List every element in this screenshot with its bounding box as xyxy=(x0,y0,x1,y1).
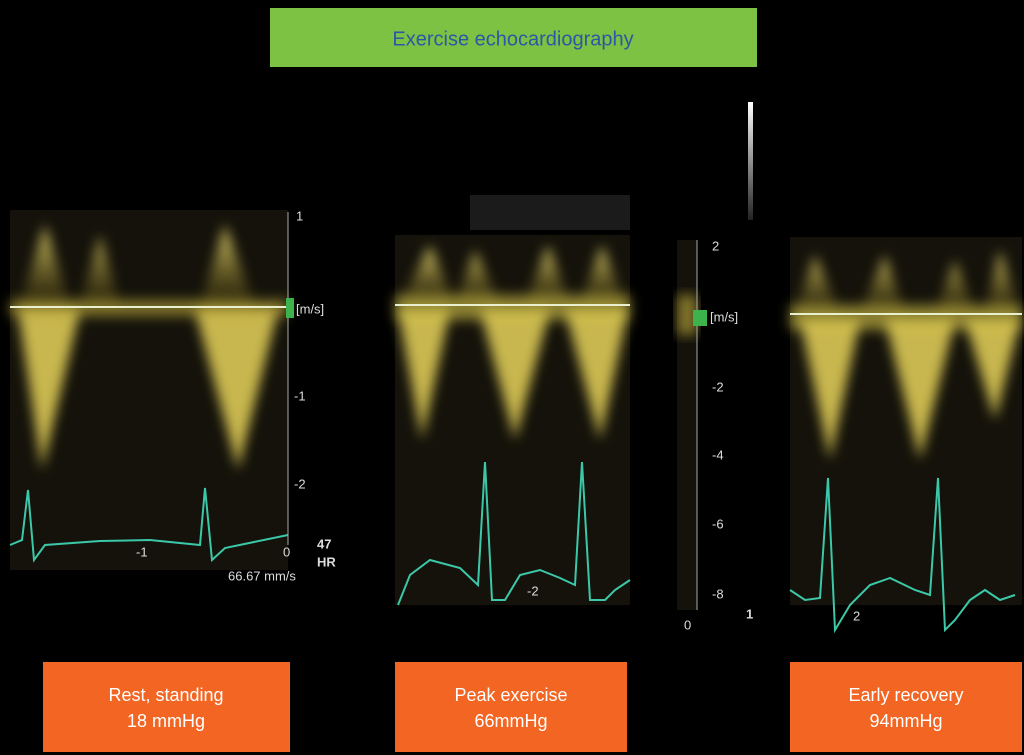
scale-label: 0 xyxy=(283,544,290,559)
scale-label: -4 xyxy=(712,447,724,462)
caption-box xyxy=(790,662,1022,752)
zero-label: 0 xyxy=(684,617,691,632)
gray-bar xyxy=(748,102,753,220)
caption-line: 66mmHg xyxy=(474,711,547,731)
scale-label: -2 xyxy=(294,476,306,491)
scale-label: 2 xyxy=(712,238,719,253)
caption-box xyxy=(43,662,290,752)
caption-line: Early recovery xyxy=(848,685,963,705)
scale-label: -8 xyxy=(712,586,724,601)
heart-rate: 47 xyxy=(317,536,331,551)
doppler-panel xyxy=(395,235,630,605)
doppler-panel xyxy=(10,210,294,570)
time-label: -1 xyxy=(136,544,148,559)
echo-thumbnail xyxy=(470,195,630,230)
title: Exercise echocardiography xyxy=(392,28,633,50)
caption-box xyxy=(395,662,627,752)
slide: Exercise echocardiography 1 [m/s] -1 -2 … xyxy=(0,0,1024,755)
scale-label: 1 xyxy=(296,208,303,223)
scale-label: -1 xyxy=(294,388,306,403)
scale-label: [m/s] xyxy=(710,309,738,324)
time-label: 2 xyxy=(853,608,860,623)
sweep-speed: 66.67 mm/s xyxy=(228,568,296,583)
heart-rate-label: HR xyxy=(317,554,336,569)
caption-line: 18 mmHg xyxy=(127,711,205,731)
doppler-panel xyxy=(790,237,1022,630)
scale-label: -2 xyxy=(712,379,724,394)
scale-label: -6 xyxy=(712,516,724,531)
caption-line: Rest, standing xyxy=(108,685,223,705)
marker-label: 1 xyxy=(746,606,753,621)
caption-line: Peak exercise xyxy=(454,685,567,705)
time-label: -2 xyxy=(527,583,539,598)
scale-label: [m/s] xyxy=(296,301,324,316)
caption-line: 94mmHg xyxy=(869,711,942,731)
